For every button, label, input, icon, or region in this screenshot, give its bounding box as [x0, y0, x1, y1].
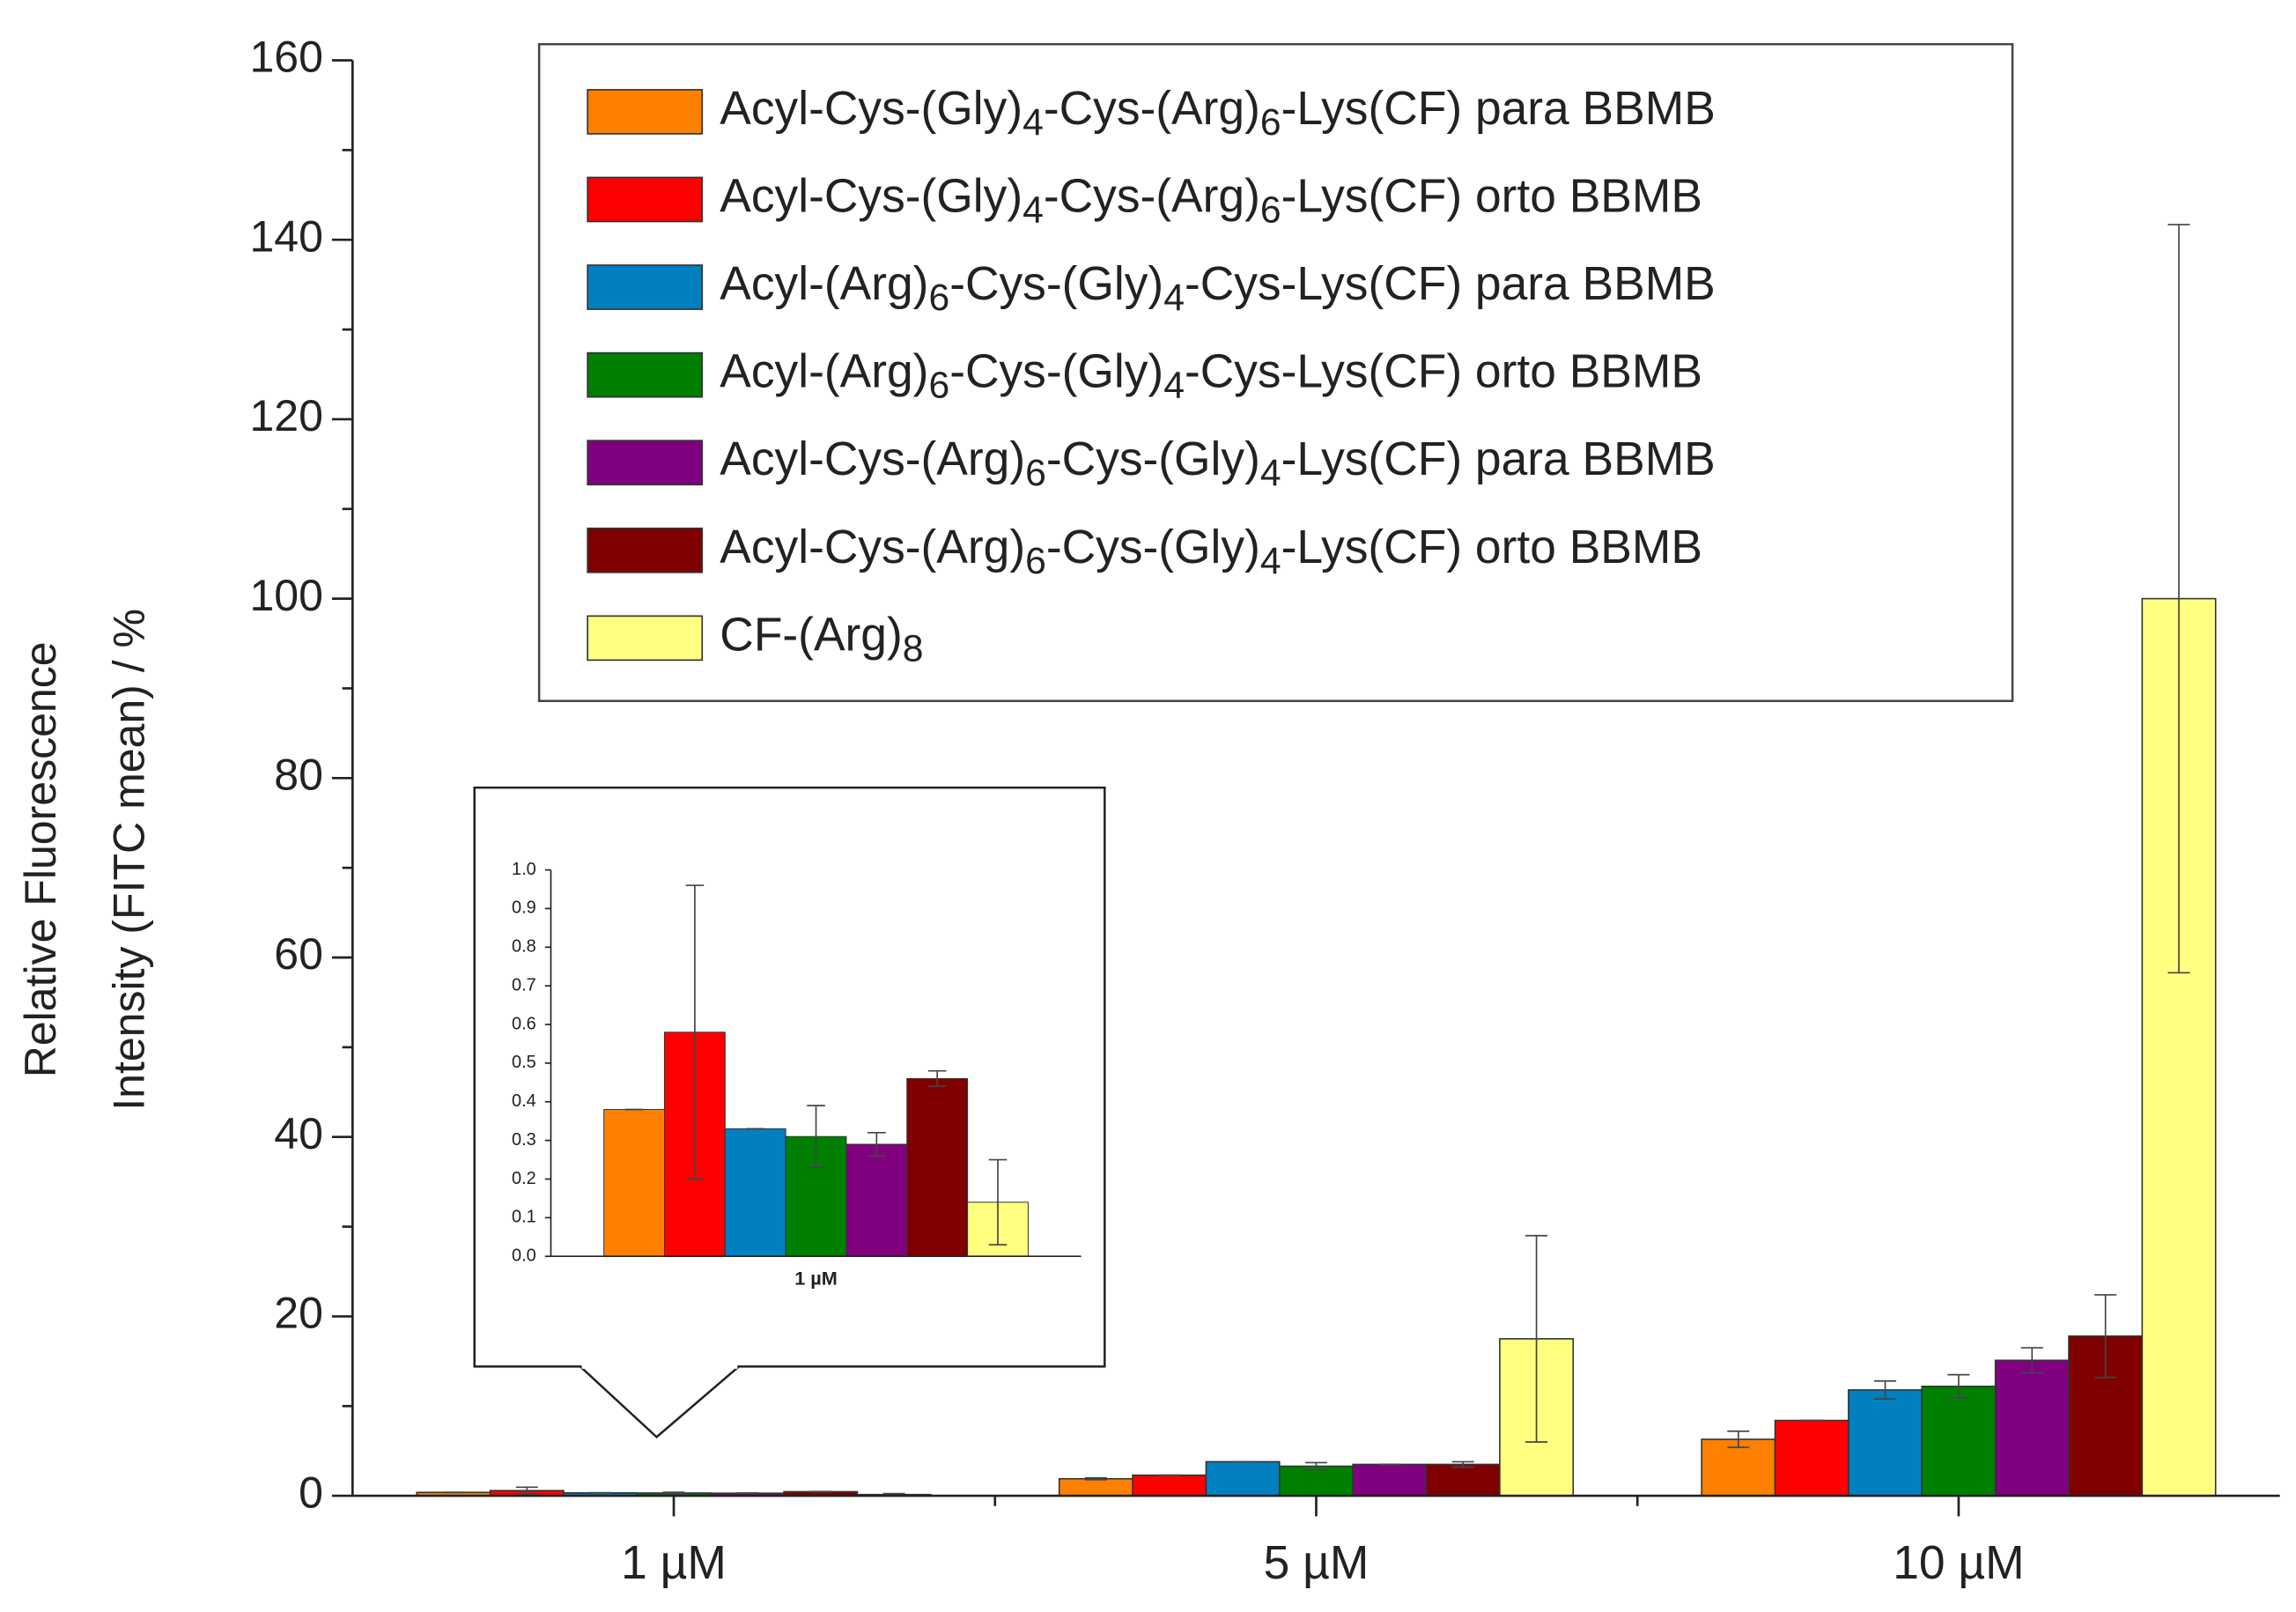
- y-tick-label: 1.0: [512, 860, 536, 879]
- bar: [1848, 1389, 1923, 1497]
- bar: [1205, 1460, 1281, 1497]
- error-bar: [2020, 1347, 2043, 1374]
- error-bar: [1727, 1430, 1750, 1448]
- error-bar: [807, 1105, 825, 1169]
- y-axis-label: Intensity (FITC mean) / %: [104, 609, 153, 1111]
- legend-label: CF-(Arg)8: [720, 609, 923, 669]
- legend-swatch: [587, 89, 704, 135]
- bar: [845, 1143, 908, 1257]
- legend-label: Acyl-(Arg)6-Cys-(Gly)4-Cys-Lys(CF) orto …: [720, 346, 1702, 407]
- y-tick-label: 0.6: [512, 1014, 536, 1033]
- legend-swatch: [587, 264, 704, 310]
- y-tick-label: 0.0: [512, 1246, 536, 1266]
- error-bar: [2167, 224, 2190, 974]
- y-tick-label: 0.1: [512, 1208, 536, 1227]
- y-tick-label: 0.7: [512, 975, 536, 995]
- bar: [1774, 1419, 1849, 1497]
- bar: [1058, 1477, 1133, 1497]
- error-bar: [515, 1486, 538, 1495]
- legend-swatch: [587, 527, 704, 573]
- error-bar: [1947, 1373, 1970, 1399]
- y-tick-label: 60: [274, 929, 323, 979]
- y-tick-label: 0.4: [512, 1091, 536, 1111]
- y-tick-label: 40: [274, 1109, 323, 1158]
- error-bar: [867, 1132, 886, 1157]
- error-bar: [1084, 1476, 1107, 1481]
- y-tick-label: 0: [299, 1468, 323, 1517]
- inset-frame: [473, 786, 1106, 1368]
- bar: [1132, 1474, 1207, 1497]
- y-tick-label: 80: [274, 751, 323, 800]
- error-bar: [1874, 1379, 1897, 1400]
- legend-label: Acyl-Cys-(Arg)6-Cys-(Gly)4-Lys(CF) para …: [720, 433, 1716, 494]
- error-bar: [685, 884, 705, 1180]
- error-bar: [2094, 1294, 2117, 1379]
- legend-label: Acyl-Cys-(Gly)4-Cys-(Arg)6-Lys(CF) orto …: [720, 171, 1702, 232]
- y-tick-label: 160: [249, 33, 322, 82]
- y-tick-label: 140: [249, 211, 322, 261]
- legend-label: Acyl-(Arg)6-Cys-(Gly)4-Cys-Lys(CF) para …: [720, 258, 1716, 319]
- x-tick-label: 5 µM: [1264, 1537, 1369, 1589]
- error-bar: [927, 1069, 947, 1088]
- legend-swatch: [587, 440, 704, 486]
- legend-swatch: [587, 615, 704, 662]
- bar: [1994, 1359, 2070, 1497]
- bar: [906, 1077, 969, 1257]
- error-bar: [662, 1491, 685, 1495]
- legend-swatch: [587, 176, 704, 223]
- bar: [1352, 1463, 1428, 1497]
- error-bar: [1525, 1234, 1548, 1443]
- legend-label: Acyl-Cys-(Arg)6-Cys-(Gly)4-Lys(CF) orto …: [720, 521, 1702, 582]
- inset-callout: [579, 1365, 740, 1439]
- y-tick-label: 0.2: [512, 1169, 536, 1188]
- x-tick-label: 1 µM: [794, 1268, 838, 1290]
- y-tick-label: 120: [249, 391, 322, 440]
- bar: [1701, 1438, 1776, 1497]
- y-tick-label: 100: [249, 571, 322, 620]
- y-tick-label: 0.8: [512, 937, 536, 957]
- bar: [724, 1128, 786, 1257]
- x-tick-label: 1 µM: [621, 1537, 727, 1589]
- error-bar: [1451, 1460, 1474, 1468]
- bar: [1278, 1465, 1354, 1497]
- y-tick-label: 0.9: [512, 898, 536, 918]
- error-bar: [1304, 1461, 1327, 1471]
- error-bar: [988, 1158, 1008, 1246]
- bar: [1425, 1463, 1501, 1497]
- legend-frame: [537, 42, 2014, 702]
- y-axis-label: Relative Fluorescence: [16, 641, 65, 1077]
- y-tick-label: 20: [274, 1289, 323, 1338]
- bar: [1921, 1386, 1997, 1497]
- bar: [603, 1109, 666, 1257]
- error-bar: [735, 1492, 758, 1495]
- legend-label: Acyl-Cys-(Gly)4-Cys-(Arg)6-Lys(CF) para …: [720, 83, 1716, 144]
- x-tick-label: 10 µM: [1893, 1537, 2024, 1589]
- y-tick-label: 0.5: [512, 1053, 536, 1072]
- y-tick-label: 0.3: [512, 1130, 536, 1150]
- legend-swatch: [587, 351, 704, 398]
